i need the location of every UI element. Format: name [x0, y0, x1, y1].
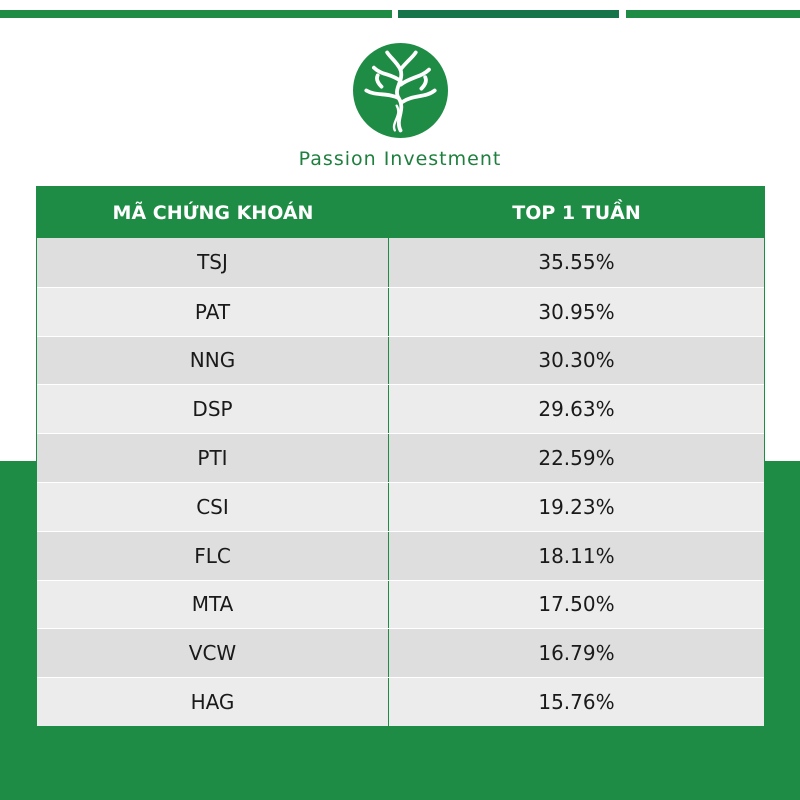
table-row: TSJ 35.55% [37, 238, 764, 287]
percent-cell: 15.76% [538, 690, 615, 715]
top-stripe-middle [398, 10, 619, 18]
brand-name: Passion Investment [298, 148, 502, 170]
stock-code-cell: CSI [37, 482, 389, 531]
table-row: HAG 15.76% [37, 677, 764, 726]
stock-code-cell: DSP [37, 385, 389, 434]
stock-code-cell: FLC [37, 531, 389, 580]
stock-code-cell: TSJ [37, 238, 389, 287]
percent-cell: 19.23% [538, 494, 615, 519]
stock-code-cell: VCW [37, 629, 389, 678]
stock-code-cell: HAG [37, 678, 389, 726]
top-stripe-right [626, 10, 800, 18]
percent-cell: 29.63% [538, 397, 615, 422]
table-row: DSP 29.63% [37, 384, 764, 434]
tree-logo-icon [353, 43, 448, 138]
stock-code-cell: NNG [37, 336, 389, 385]
header-stock-code: MÃ CHỨNG KHOÁN [112, 201, 314, 224]
percent-cell: 16.79% [538, 641, 615, 666]
table-header: MÃ CHỨNG KHOÁN TOP 1 TUẦN [37, 187, 764, 238]
table-row: FLC 18.11% [37, 530, 764, 580]
table-row: PTI 22.59% [37, 433, 764, 482]
stock-code-cell: PAT [37, 287, 389, 336]
table-row: NNG 30.30% [37, 335, 764, 385]
table-body: TSJ 35.55% PAT 30.95% NNG 30.30% DSP 29.… [37, 238, 764, 726]
table-row: CSI 19.23% [37, 481, 764, 531]
stock-code-cell: PTI [37, 434, 389, 482]
percent-cell: 30.30% [538, 348, 615, 373]
stock-table: MÃ CHỨNG KHOÁN TOP 1 TUẦN TSJ 35.55% PAT… [36, 186, 765, 726]
percent-cell: 17.50% [538, 592, 615, 617]
header-top-1-week: TOP 1 TUẦN [512, 201, 641, 224]
table-row: VCW 16.79% [37, 628, 764, 678]
percent-cell: 22.59% [538, 446, 615, 471]
percent-cell: 18.11% [538, 543, 615, 568]
table-row: PAT 30.95% [37, 286, 764, 336]
stock-code-cell: MTA [37, 580, 389, 629]
percent-cell: 30.95% [538, 299, 615, 324]
table-row: MTA 17.50% [37, 579, 764, 629]
top-stripe-left [0, 10, 392, 18]
percent-cell: 35.55% [538, 250, 615, 275]
